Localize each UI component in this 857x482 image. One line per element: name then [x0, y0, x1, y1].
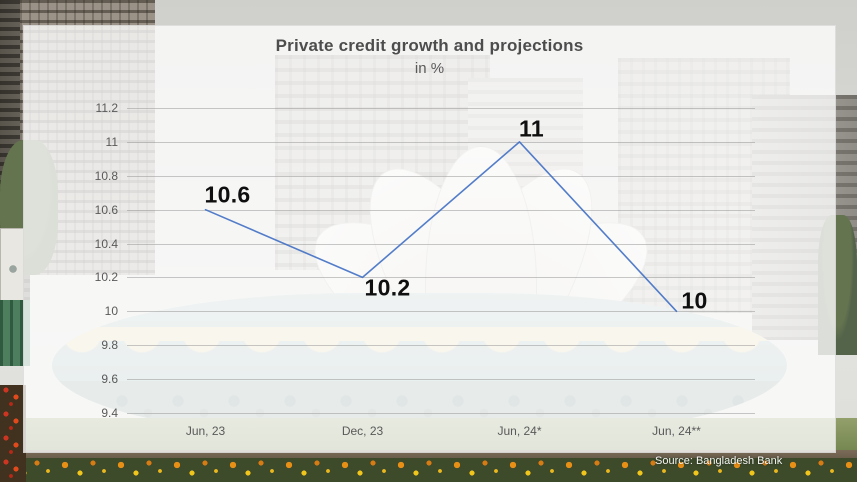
- chart-title: Private credit growth and projections: [275, 36, 584, 55]
- path-strip: [0, 450, 857, 461]
- data-label: 11: [519, 115, 544, 142]
- flower-bed-left: [0, 385, 26, 482]
- x-axis-label: Jun, 24*: [497, 424, 542, 438]
- y-tick-label: 9.4: [101, 406, 118, 420]
- data-label: 10.2: [364, 274, 411, 301]
- data-label: 10: [681, 287, 708, 314]
- data-label: 10.6: [204, 181, 251, 208]
- y-tick-label: 9.6: [101, 372, 118, 387]
- gridline: [127, 345, 755, 347]
- gridline: [127, 379, 755, 381]
- y-tick-label: 10.6: [94, 202, 118, 217]
- chart-subtitle: in %: [414, 60, 445, 77]
- y-tick-label: 11.2: [95, 101, 118, 115]
- flower-bed: [0, 458, 857, 482]
- x-axis-label: Dec, 23: [341, 424, 384, 438]
- y-tick-label: 10.8: [94, 168, 118, 183]
- gridline: [127, 413, 755, 414]
- y-tick-label: 10.4: [94, 236, 118, 251]
- gridline: [127, 108, 755, 109]
- y-tick-label: 10.2: [94, 270, 118, 285]
- trend-line: [204, 141, 678, 313]
- y-tick-label: 11: [105, 134, 118, 149]
- gridline: [127, 243, 755, 245]
- y-tick-label: 9.8: [101, 338, 118, 353]
- x-axis-label: Jun, 24**: [652, 424, 701, 438]
- gridline: [127, 141, 755, 143]
- gridline: [127, 311, 755, 313]
- gridline: [127, 277, 755, 279]
- x-axis-label: Jun, 23: [185, 424, 226, 438]
- gridline: [127, 175, 755, 177]
- chart-panel: [23, 25, 836, 453]
- y-tick-label: 10: [104, 304, 118, 319]
- source-label: Source: Bangladesh Bank: [655, 455, 783, 467]
